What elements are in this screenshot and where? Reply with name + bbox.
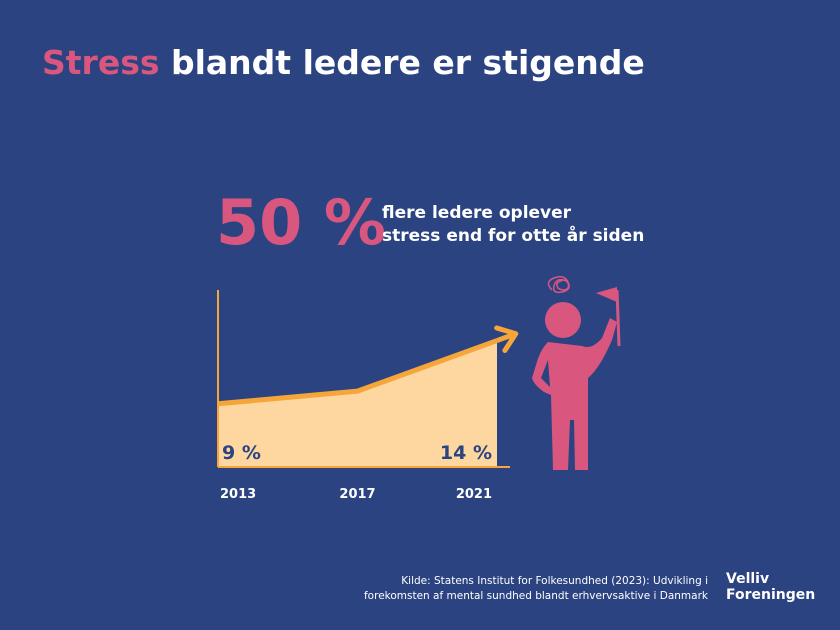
title-rest: blandt ledere er stigende [171, 43, 645, 82]
flag-pole [615, 289, 621, 347]
area [218, 340, 497, 467]
person-illustration [532, 275, 621, 470]
title-highlight: Stress [42, 43, 159, 82]
scribble [547, 275, 570, 294]
value-label: 14 % [440, 442, 492, 464]
head [545, 302, 581, 338]
stat-text: stress end for otte år siden [382, 224, 644, 246]
title: Stress blandt ledere er stigende [42, 43, 645, 82]
x-tick-label: 2021 [456, 487, 492, 502]
stat-text: flere ledere oplever [382, 203, 572, 223]
x-tick-label: 2017 [339, 487, 375, 502]
logo: Foreningen [726, 587, 815, 603]
value-label: 9 % [222, 442, 261, 464]
x-tick-label: 2013 [220, 487, 256, 502]
source: forekomsten af mental sundhed blandt erh… [364, 590, 709, 602]
chart: 2013 9 % 2017 2021 14 % [217, 290, 519, 502]
body [532, 318, 617, 470]
source: Kilde: Statens Institut for Folkesundhed… [401, 575, 708, 587]
arrow-head [494, 325, 519, 353]
stat-figure: 50 % [216, 186, 386, 259]
flag [596, 287, 617, 302]
line [217, 338, 498, 407]
logo: Velliv [726, 571, 769, 587]
